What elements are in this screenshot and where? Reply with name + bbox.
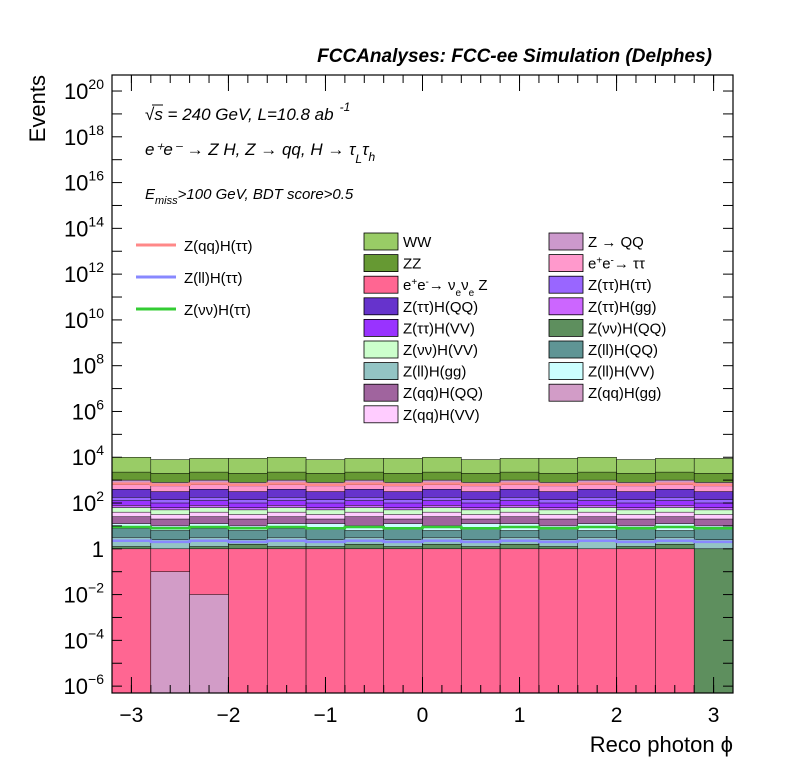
legend-label: Z(ll)H(VV)	[588, 364, 655, 381]
legend-swatch	[363, 232, 399, 251]
legend-swatch	[548, 318, 584, 337]
legend-swatch	[548, 297, 584, 316]
legend-label: Z(νν)H(VV)	[403, 342, 478, 359]
y-tick-label: 1018	[64, 122, 104, 150]
y-tick-label: 108	[72, 351, 104, 379]
y-tick-label: 1014	[64, 213, 104, 241]
legend-swatch	[548, 254, 584, 273]
histogram-bar	[383, 548, 423, 694]
x-tick-label: −3	[119, 704, 143, 727]
histogram-bar	[693, 548, 734, 694]
legend-swatch	[363, 275, 399, 294]
stack-layer	[111, 548, 695, 694]
legend-swatch	[548, 275, 584, 294]
legend-label: Z(νν)H(ττ)	[184, 302, 251, 319]
y-tick-label: 102	[72, 488, 104, 516]
y-tick-label: 10−6	[64, 671, 105, 699]
x-tick-label: 1	[514, 704, 526, 727]
y-axis-label: Events	[25, 75, 50, 142]
histogram-bar	[422, 548, 462, 694]
signal-line	[112, 539, 733, 544]
y-tick-label: 10−4	[64, 625, 105, 653]
chart-title: FCCAnalyses: FCC-ee Simulation (Delphes)	[317, 46, 712, 67]
legend-swatch	[548, 232, 584, 251]
histogram-bar	[499, 548, 540, 694]
legend-swatch	[548, 362, 584, 381]
histogram-bar	[305, 548, 346, 694]
histogram-bar	[111, 548, 152, 694]
legend-label: Z(qq)H(VV)	[403, 407, 480, 424]
histogram-bar	[577, 548, 617, 694]
histogram-bar	[189, 594, 229, 694]
y-tick-label: 104	[72, 442, 104, 470]
histogram-bar	[267, 548, 307, 694]
legend-label: Z(ττ)H(QQ)	[403, 299, 478, 316]
histogram-bar	[616, 548, 656, 694]
legend-label: WW	[403, 234, 432, 251]
legend-swatch	[548, 383, 584, 402]
x-tick-label: 3	[708, 704, 720, 727]
legend-swatch	[363, 297, 399, 316]
y-tick-label: 1010	[64, 305, 104, 333]
legend-swatch	[363, 318, 399, 337]
legend-label: Z(ττ)H(ττ)	[588, 277, 652, 294]
legend-label: Z(qq)H(QQ)	[403, 385, 483, 402]
histogram-bar	[461, 548, 501, 694]
x-tick-label: 0	[417, 704, 429, 727]
stack-layer	[150, 571, 229, 694]
x-tick-label: −1	[313, 704, 337, 727]
y-tick-label: 106	[72, 396, 104, 424]
legend-label: Z(qq)H(gg)	[588, 385, 661, 402]
legend-swatch	[363, 340, 399, 359]
legend-label: Z(ll)H(QQ)	[588, 342, 658, 359]
legend-label: Z(ll)H(gg)	[403, 364, 466, 381]
legend-swatch	[548, 340, 584, 359]
x-axis-label: Reco photon ϕ	[590, 732, 733, 757]
y-tick-label: 10−2	[64, 580, 105, 608]
cut-annotation: Emiss>100 GeV, BDT score>0.5	[145, 186, 354, 207]
signal-line	[112, 482, 733, 486]
legend-label: Z(qq)H(ττ)	[184, 238, 253, 255]
legend-swatch	[363, 383, 399, 402]
y-tick-label: 1020	[64, 76, 104, 104]
legend-label: Z(ll)H(ττ)	[184, 270, 243, 287]
legend-swatch	[363, 405, 399, 424]
legend-label: ZZ	[403, 256, 421, 273]
legend-label: e+e-→ ττ	[588, 255, 645, 273]
y-tick-label: 1012	[64, 259, 104, 287]
x-tick-label: 2	[611, 704, 623, 727]
legend-swatch	[363, 254, 399, 273]
histogram-bar	[655, 548, 695, 694]
histogram-bar	[538, 548, 578, 694]
legend-label: Z(νν)H(QQ)	[588, 320, 666, 337]
histogram-bar	[344, 548, 384, 694]
x-tick-label: −2	[216, 704, 240, 727]
signal-line	[112, 525, 733, 530]
histogram-bar	[228, 548, 268, 694]
legend-label: Z → QQ	[588, 234, 644, 251]
legend-label: Z(ττ)H(gg)	[588, 299, 657, 316]
y-tick-label: 1	[92, 537, 104, 562]
histogram-bar	[150, 571, 190, 694]
y-tick-label: 1016	[64, 168, 104, 196]
legend-swatch	[363, 362, 399, 381]
legend-label: Z(ττ)H(VV)	[403, 320, 475, 337]
legend-label: e+e-→ νeνe Z	[403, 277, 488, 299]
